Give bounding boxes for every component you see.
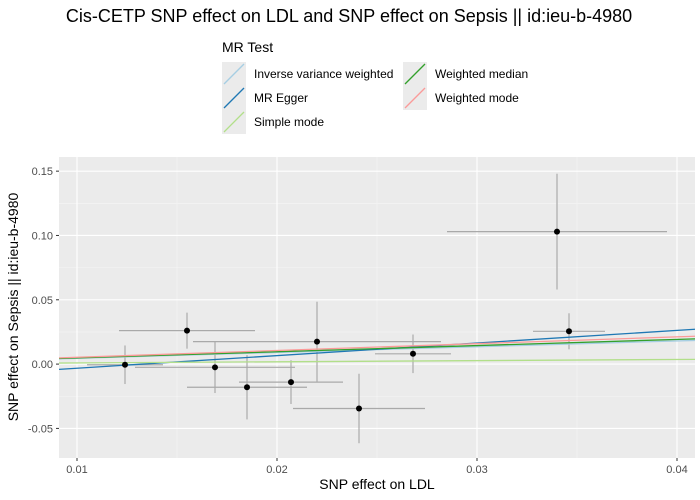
legend-swatch-weighted-median [404,63,426,85]
legend-label-simple-mode: Simple mode [254,115,324,129]
chart-title: Cis-CETP SNP effect on LDL and SNP effec… [66,6,632,26]
x-tick-label: 0.02 [266,464,287,476]
legend-swatch-inverse-variance-weighted [223,63,245,85]
data-point [314,338,320,345]
data-point [288,379,294,386]
grid [59,157,695,458]
data-point [244,384,250,391]
legend-label-mr-egger: MR Egger [254,91,308,105]
data-point [554,228,560,235]
legend-entries: Inverse variance weighted MR Egger Simple … [222,62,528,134]
legend-title: MR Test [222,39,273,55]
legend-swatch-simple-mode [223,111,245,133]
data-point [410,350,416,357]
x-tick-label: 0.04 [666,464,687,476]
regression-line-weighted-mode [59,335,695,359]
data-point [122,361,128,368]
x-tick-label: 0.03 [466,464,487,476]
legend-label-weighted-mode: Weighted mode [435,91,519,105]
axes: 0.01 0.02 0.03 0.04 -0.05 0.00 0.05 0.10 0.15 [28,166,688,476]
y-tick-label: 0.10 [32,230,53,242]
y-tick-label: 0.00 [32,359,53,371]
y-tick-label: 0.15 [32,166,53,178]
x-axis-title: SNP effect on LDL [319,476,435,492]
legend-label-weighted-median: Weighted median [435,67,528,81]
y-axis-title: SNP effect on Sepsis || id:ieu-b-4980 [5,193,21,422]
y-tick-label: -0.05 [28,423,53,435]
data-point [356,405,362,412]
legend: MR Test Inverse variance weighted MR Egge… [222,39,528,134]
legend-swatch-mr-egger [223,87,245,109]
x-tick-label: 0.01 [66,464,87,476]
data-point [212,364,218,371]
legend-swatch-weighted-mode [404,87,426,109]
regression-line-simple-mode [59,358,695,364]
plot-area [59,173,695,444]
regression-line-weighted-median [59,338,695,360]
data-point [566,328,572,335]
data-point [184,327,190,334]
legend-label-inverse-variance-weighted: Inverse variance weighted [254,67,393,81]
y-tick-label: 0.05 [32,295,53,307]
